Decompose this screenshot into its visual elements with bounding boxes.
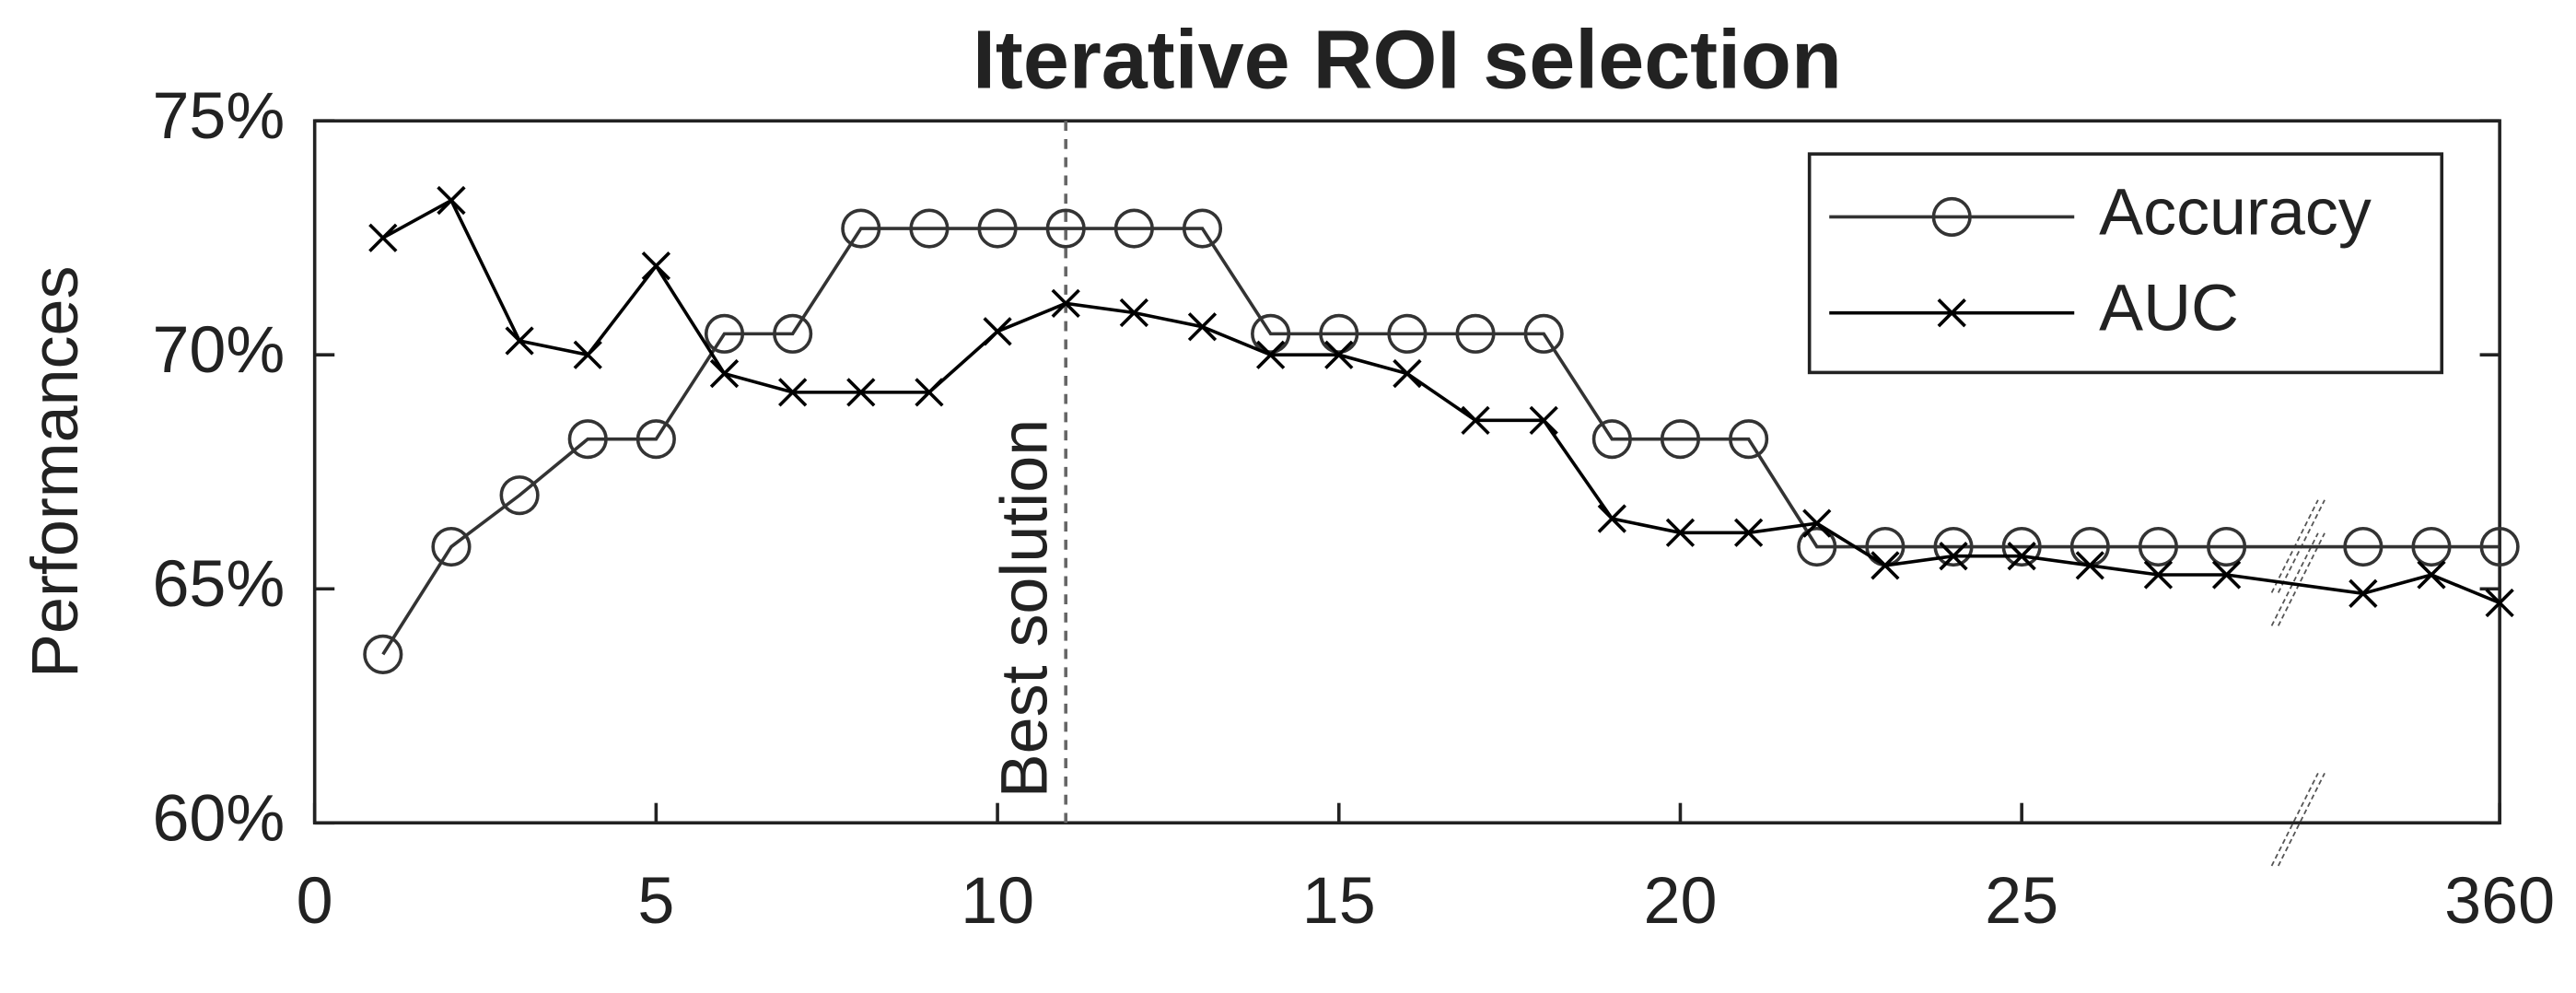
marker xyxy=(2007,542,2036,571)
marker xyxy=(2075,551,2104,580)
y-tick-label: 65% xyxy=(152,547,285,621)
marker xyxy=(437,185,466,216)
marker xyxy=(368,223,398,252)
marker xyxy=(915,378,944,407)
marker xyxy=(2138,526,2179,567)
marker xyxy=(909,208,950,249)
axis-break xyxy=(2270,532,2319,626)
marker xyxy=(2485,588,2514,618)
marker xyxy=(1597,504,1626,533)
legend-label: Accuracy xyxy=(2099,175,2372,249)
marker xyxy=(2343,526,2384,567)
y-tick-label: 70% xyxy=(152,313,285,387)
marker xyxy=(1393,358,1422,389)
marker xyxy=(1523,313,1564,354)
chart-title: Iterative ROI selection xyxy=(973,15,1842,107)
marker xyxy=(1529,405,1558,436)
marker xyxy=(1797,526,1837,567)
marker xyxy=(1939,542,1968,571)
marker xyxy=(1665,518,1696,547)
marker xyxy=(1187,312,1218,342)
marker xyxy=(846,378,876,407)
marker xyxy=(773,313,813,354)
marker xyxy=(1660,419,1701,460)
marker xyxy=(2479,526,2520,567)
marker xyxy=(1591,419,1632,460)
series-line xyxy=(381,227,2500,656)
marker xyxy=(1119,298,1148,328)
marker xyxy=(1461,405,1490,436)
x-tick-label: 5 xyxy=(637,864,674,938)
marker xyxy=(505,326,534,356)
marker xyxy=(977,208,1018,249)
x-tick-label: 360 xyxy=(2444,864,2555,938)
x-tick-label: 0 xyxy=(297,864,333,938)
marker xyxy=(567,419,608,460)
marker xyxy=(841,208,881,249)
axis-break xyxy=(2277,532,2325,626)
marker xyxy=(983,317,1012,346)
marker xyxy=(1455,313,1496,354)
marker xyxy=(709,358,740,389)
marker xyxy=(1937,298,1966,328)
marker xyxy=(2207,526,2247,567)
marker xyxy=(1729,419,1769,460)
marker xyxy=(2001,526,2042,567)
marker xyxy=(1251,313,1291,354)
marker xyxy=(2411,526,2452,567)
y-axis-label: Performances xyxy=(18,266,92,678)
marker xyxy=(1182,208,1223,249)
marker xyxy=(2143,560,2174,590)
axis-break xyxy=(2270,772,2319,867)
x-tick-label: 15 xyxy=(1302,864,1376,938)
marker xyxy=(2349,578,2378,608)
marker xyxy=(2211,560,2242,590)
plot-frame xyxy=(312,119,2501,825)
marker xyxy=(363,634,403,674)
marker xyxy=(1051,288,1080,318)
marker xyxy=(704,313,745,354)
marker xyxy=(499,475,540,516)
marker xyxy=(573,340,602,369)
y-tick-label: 75% xyxy=(152,79,285,153)
marker xyxy=(1319,313,1359,354)
x-tick-label: 10 xyxy=(961,864,1034,938)
marker xyxy=(1931,196,1972,238)
marker xyxy=(2417,560,2446,590)
legend-box xyxy=(1807,152,2444,375)
marker xyxy=(1933,526,1974,567)
marker xyxy=(641,251,671,281)
marker xyxy=(1733,518,1764,547)
x-tick-label: 25 xyxy=(1985,864,2058,938)
marker xyxy=(1802,508,1832,538)
marker xyxy=(1045,208,1086,249)
legend-label: AUC xyxy=(2099,272,2239,345)
annotation-text: Best solution xyxy=(988,419,1062,799)
marker xyxy=(1871,551,1900,580)
marker xyxy=(1324,340,1354,369)
y-tick-label: 60% xyxy=(152,781,285,855)
marker xyxy=(1113,208,1154,249)
axis-break xyxy=(2277,772,2325,867)
marker xyxy=(778,378,808,407)
marker xyxy=(635,419,676,460)
marker xyxy=(1387,313,1428,354)
marker xyxy=(431,526,472,567)
x-tick-label: 20 xyxy=(1643,864,1717,938)
marker xyxy=(1255,340,1286,369)
